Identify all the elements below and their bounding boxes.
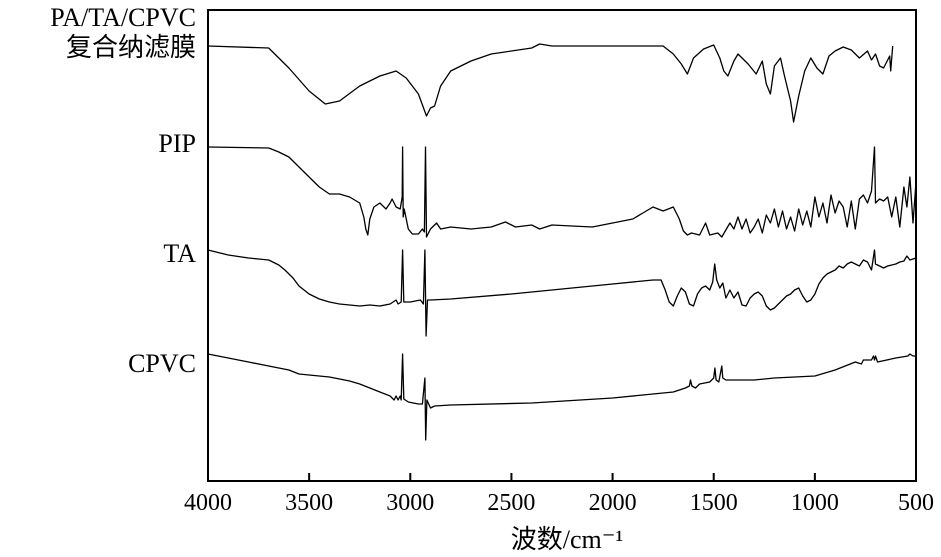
- series-line-0: [207, 43, 894, 123]
- x-tick-label-1000: 1000: [791, 490, 839, 516]
- series-label-3-0: CPVC: [128, 349, 196, 378]
- x-axis-label: 波数/cm⁻¹: [511, 525, 624, 554]
- series-label-0-0: PA/TA/CPVC: [50, 3, 196, 32]
- plot-frame: [207, 9, 917, 482]
- x-tick-label-4000: 4000: [184, 490, 232, 516]
- series-label-2-0: TA: [163, 239, 196, 268]
- x-tick-label-2500: 2500: [487, 490, 535, 516]
- x-tick-label-500: 500: [898, 490, 934, 516]
- series-label-1-0: PIP: [158, 129, 196, 158]
- series-line-2: [207, 249, 917, 337]
- x-tick-label-2000: 2000: [589, 490, 637, 516]
- series-line-1: [207, 146, 917, 238]
- series-line-3: [207, 353, 916, 441]
- series-label-0-1: 复合纳滤膜: [66, 33, 196, 62]
- x-tick-label-3500: 3500: [285, 490, 333, 516]
- x-tick-label-3000: 3000: [386, 490, 434, 516]
- x-tick-label-1500: 1500: [690, 490, 738, 516]
